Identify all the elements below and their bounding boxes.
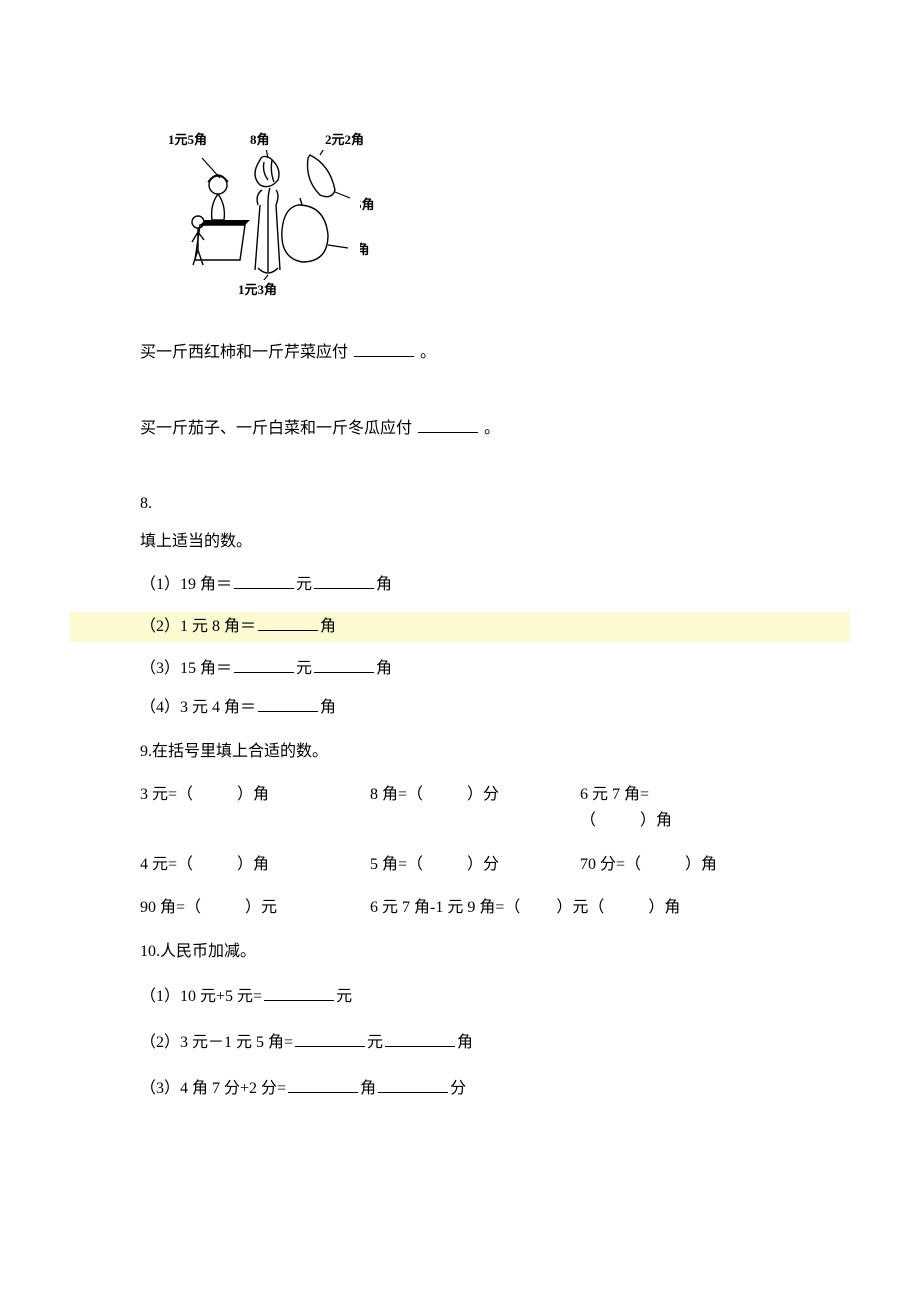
q8-i3-mid: 元	[296, 660, 312, 677]
fill-blank[interactable]	[258, 615, 318, 631]
q9-r1c3b-post: ）角	[640, 812, 672, 829]
q9-r3c2: 6 元 7 角-1 元 9 角=（ ）元（ ）角	[370, 895, 680, 921]
q9-r2c1-post: ）角	[237, 856, 269, 873]
q9-r2c2-pre: 5 角=（	[370, 856, 423, 873]
q9-r1c1-pre: 3 元=（	[140, 786, 193, 803]
q9-r3c1-pre: 90 角=（	[140, 899, 201, 916]
q9-r2c3: 70 分=（ ）角	[580, 852, 780, 878]
q8-i3-post: 角	[376, 660, 392, 677]
q8-item2: （2）1 元 8 角＝ 角	[70, 612, 850, 642]
q9-r1c3-pre: 6 元 7 角=	[580, 786, 649, 803]
q8-item1: （1）19 角＝ 元 角	[140, 572, 780, 598]
label-cabbage: 8角	[250, 130, 270, 151]
q10-title: 10.人民币加减。	[140, 939, 780, 965]
label-tomato: 1元5角	[168, 130, 207, 151]
q10-item1: （1）10 元+5 元= 元	[140, 984, 780, 1010]
q8-item4: （4）3 元 4 角＝ 角	[140, 695, 780, 721]
label-celery: 1元3角	[238, 280, 277, 301]
q10-i1-pre: （1）10 元+5 元=	[140, 988, 262, 1005]
q9-r2c3-pre: 70 分=（	[580, 856, 641, 873]
q9-r3c1-post: ）元	[245, 899, 277, 916]
fill-blank[interactable]	[418, 417, 478, 433]
q10-i2-pre: （2）3 元－1 元 5 角=	[140, 1034, 293, 1051]
q10-i3-pre: （3）4 角 7 分+2 分=	[140, 1080, 286, 1097]
q9-row2: 4 元=（ ）角 5 角=（ ）分 70 分=（ ）角	[140, 852, 780, 878]
fill-blank[interactable]	[264, 985, 334, 1001]
fill-blank[interactable]	[314, 657, 374, 673]
q9-row1: 3 元=（ ）角 8 角=（ ）分 6 元 7 角= （ ）角	[140, 782, 780, 833]
fill-blank[interactable]	[295, 1031, 365, 1047]
q9-r1c2-post: ）分	[467, 786, 499, 803]
market-illustration	[190, 150, 360, 280]
fill-blank[interactable]	[385, 1031, 455, 1047]
fill-blank[interactable]	[354, 341, 414, 357]
q9-r1c1: 3 元=（ ）角	[140, 782, 370, 833]
q10-i2-post: 角	[457, 1034, 473, 1051]
q9-r3c2-mid: ）元（	[556, 899, 604, 916]
fill-blank[interactable]	[234, 657, 294, 673]
q9-r3c2-pre: 6 元 7 角-1 元 9 角=（	[370, 899, 520, 916]
fill-blank[interactable]	[234, 573, 294, 589]
q9-r2c2-post: ）分	[467, 856, 499, 873]
q7-line1-text: 买一斤西红柿和一斤芹菜应付	[140, 344, 348, 361]
price-figure: 1元5角 8角 2元2角 5角 2角 1元3角	[160, 120, 390, 300]
q9-r1c3: 6 元 7 角= （ ）角	[580, 782, 780, 833]
q9-r1c2-pre: 8 角=（	[370, 786, 423, 803]
q9-r3c1: 90 角=（ ）元	[140, 895, 370, 921]
q10-i2-mid: 元	[367, 1034, 383, 1051]
q9-r3c2-post: ）角	[648, 899, 680, 916]
q9-row3: 90 角=（ ）元 6 元 7 角-1 元 9 角=（ ）元（ ）角	[140, 895, 780, 921]
q8-i2-pre: （2）1 元 8 角＝	[140, 618, 256, 635]
q8-i3-pre: （3）15 角＝	[140, 660, 232, 677]
q10-i1-post: 元	[336, 988, 352, 1005]
q8-number: 8.	[140, 491, 780, 517]
q8-i1-pre: （1）19 角＝	[140, 576, 232, 593]
q10-item3: （3）4 角 7 分+2 分= 角 分	[140, 1076, 780, 1102]
q7-line1: 买一斤西红柿和一斤芹菜应付 。	[140, 340, 780, 366]
label-carrot: 2元2角	[325, 130, 364, 151]
q8-i4-post: 角	[320, 699, 336, 716]
q10-item2: （2）3 元－1 元 5 角= 元 角	[140, 1030, 780, 1056]
q7-line1-post: 。	[420, 344, 436, 361]
q9-r1c3b-pre: （	[580, 812, 596, 829]
fill-blank[interactable]	[314, 573, 374, 589]
fill-blank[interactable]	[258, 696, 318, 712]
q8-title: 填上适当的数。	[140, 529, 780, 555]
q9-r2c2: 5 角=（ ）分	[370, 852, 580, 878]
q9-r2c3-post: ）角	[685, 856, 717, 873]
q8-i4-pre: （4）3 元 4 角＝	[140, 699, 256, 716]
q10-i3-mid: 角	[360, 1080, 376, 1097]
q9-r2c1-pre: 4 元=（	[140, 856, 193, 873]
fill-blank[interactable]	[288, 1077, 358, 1093]
q7-line2: 买一斤茄子、一斤白菜和一斤冬瓜应付 。	[140, 416, 780, 442]
q9-r1c2: 8 角=（ ）分	[370, 782, 580, 833]
q7-line2-post: 。	[484, 420, 500, 437]
q7-line2-text: 买一斤茄子、一斤白菜和一斤冬瓜应付	[140, 420, 412, 437]
q9-r2c1: 4 元=（ ）角	[140, 852, 370, 878]
q8-i1-mid: 元	[296, 576, 312, 593]
fill-blank[interactable]	[378, 1077, 448, 1093]
q9-title: 9.在括号里填上合适的数。	[140, 739, 780, 765]
q8-item3: （3）15 角＝ 元 角	[140, 656, 780, 682]
q9-r1c1-post: ）角	[237, 786, 269, 803]
q8-i1-post: 角	[376, 576, 392, 593]
q8-i2-post: 角	[320, 618, 336, 635]
q10-i3-post: 分	[450, 1080, 466, 1097]
